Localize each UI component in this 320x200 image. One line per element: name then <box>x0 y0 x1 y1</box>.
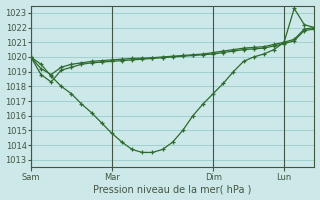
X-axis label: Pression niveau de la mer( hPa ): Pression niveau de la mer( hPa ) <box>93 184 252 194</box>
